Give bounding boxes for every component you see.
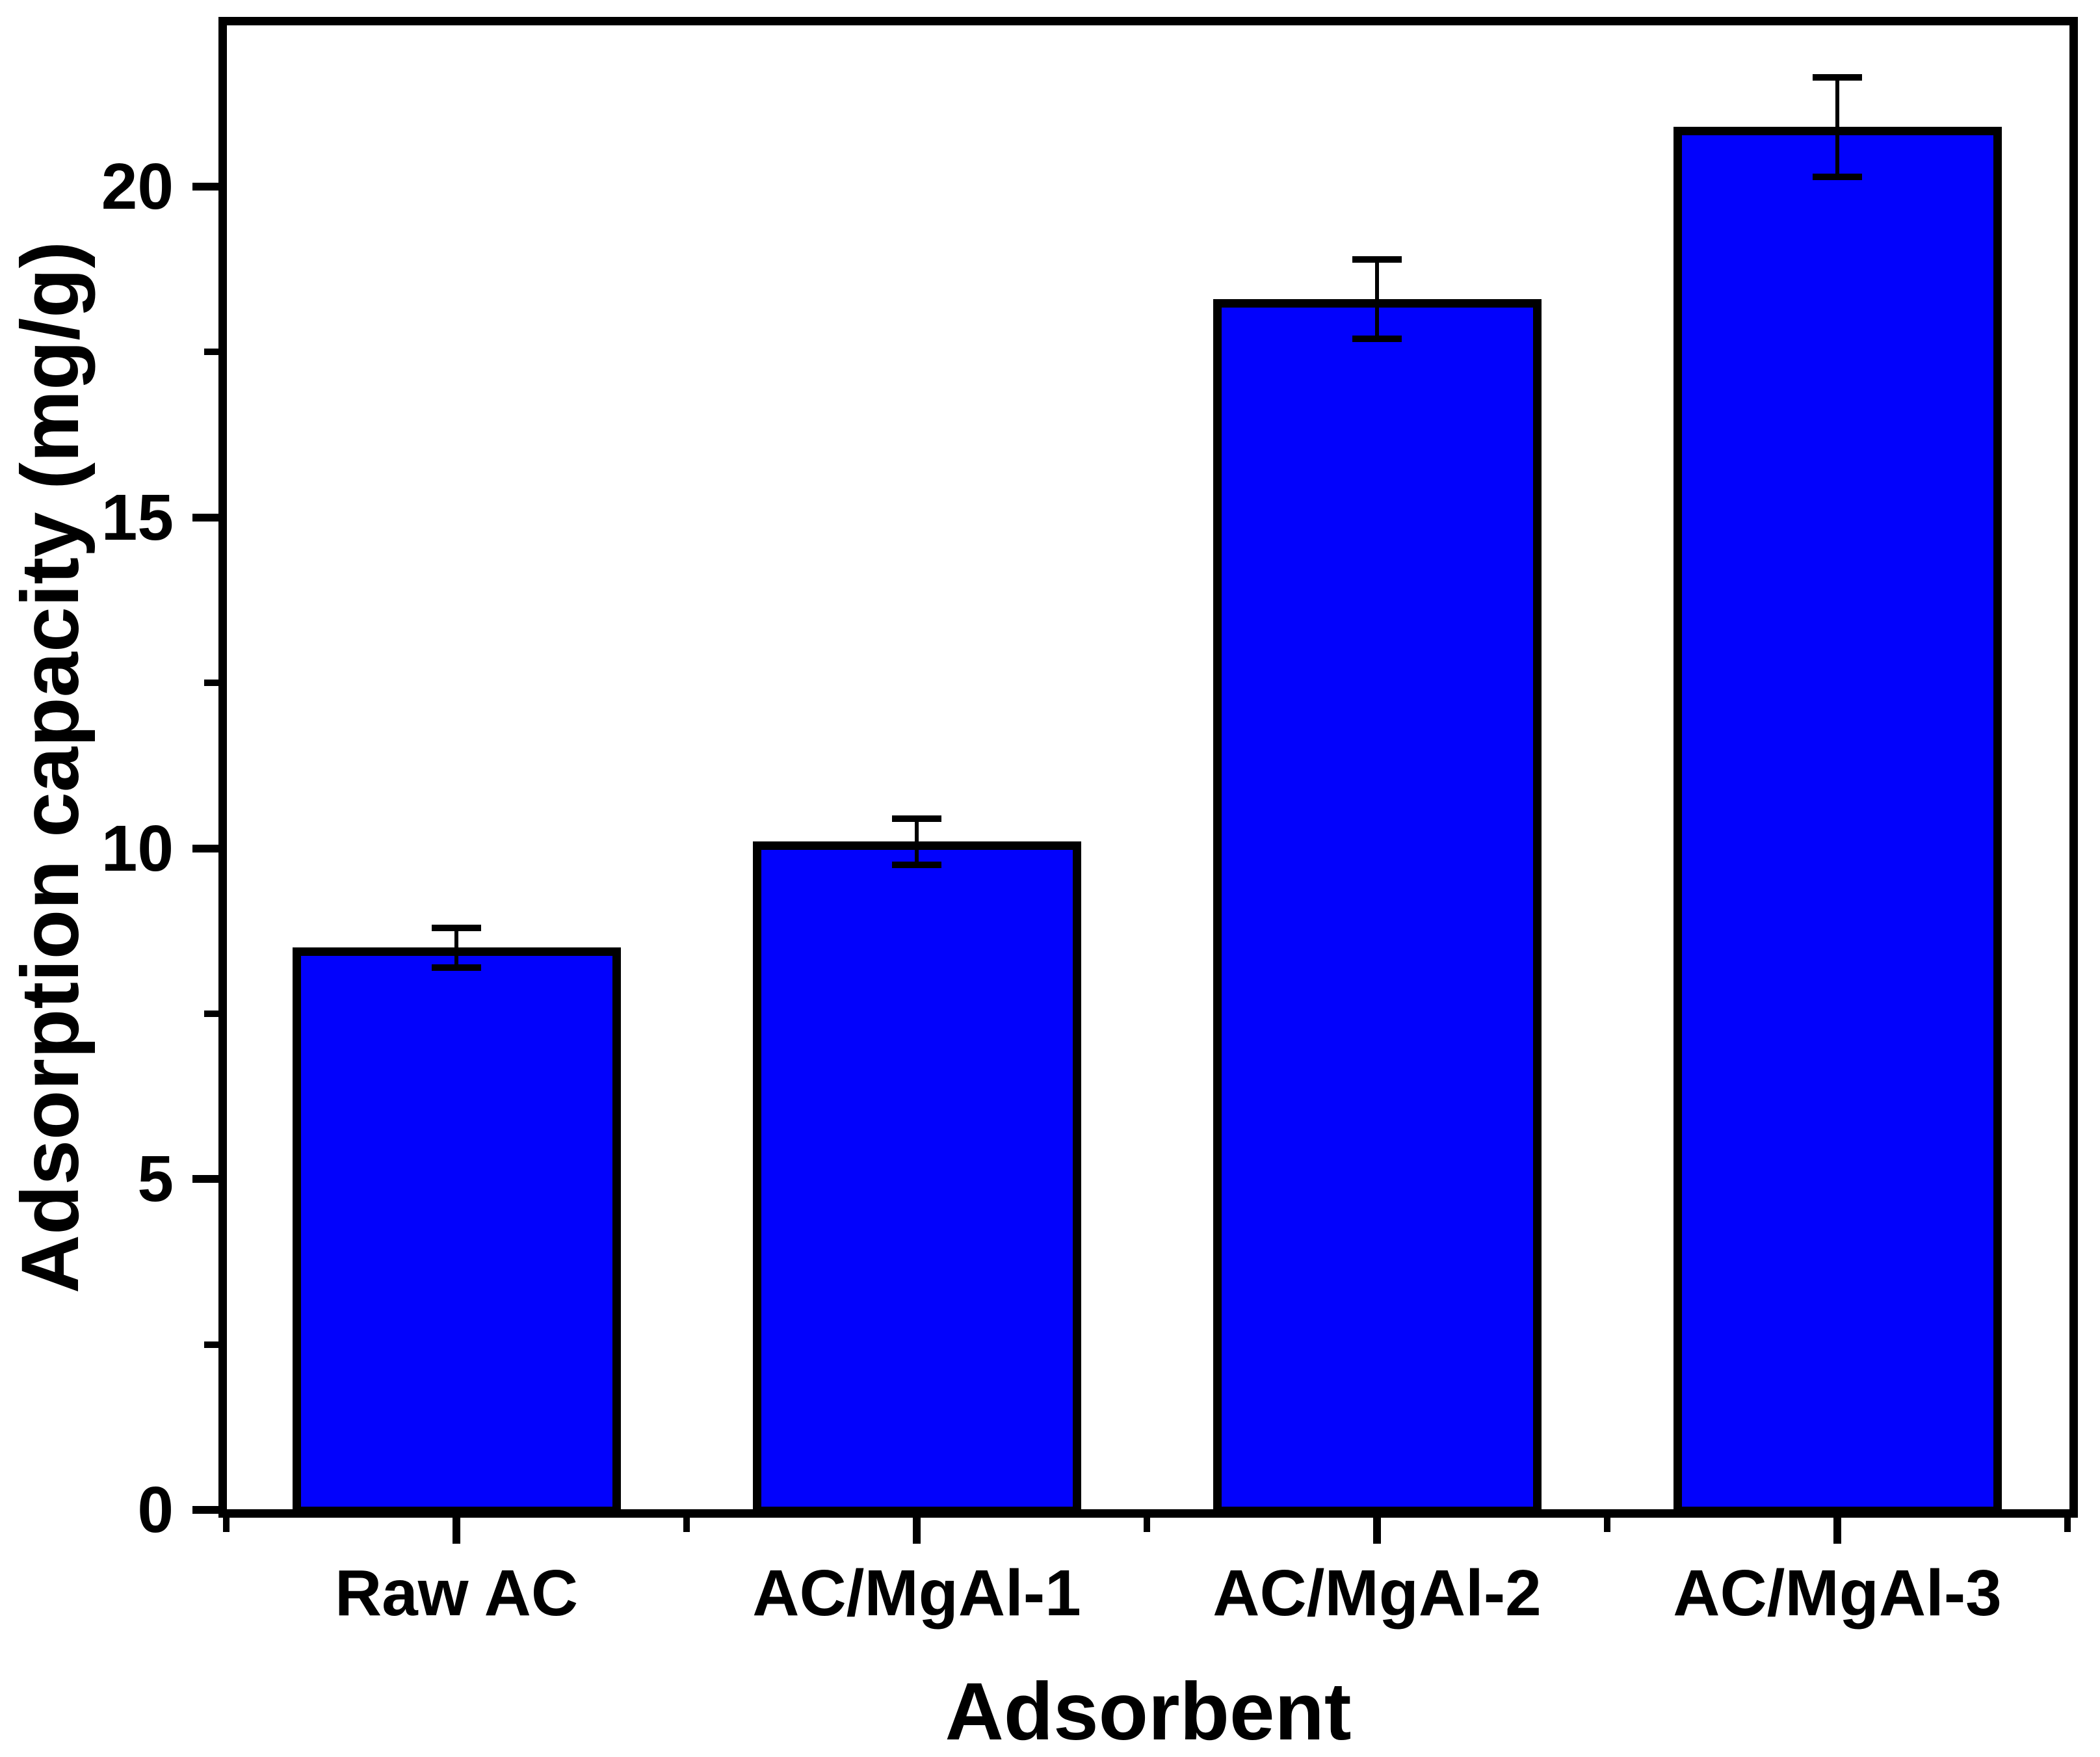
y-major-tick-0 bbox=[192, 1506, 218, 1514]
x-tick-label-ac-mgal-3: AC/MgAl-3 bbox=[1673, 1557, 2002, 1630]
y-tick-label-10: 10 bbox=[101, 812, 174, 885]
error-bar-raw-ac bbox=[454, 927, 458, 968]
y-minor-tick-12-5 bbox=[204, 680, 218, 687]
error-bar-ac-mgal-3 bbox=[1835, 77, 1839, 177]
x-major-tick-ac-mgal-3 bbox=[1833, 1518, 1841, 1544]
x-minor-tick-2 bbox=[1144, 1518, 1150, 1532]
error-bar-bottom-cap-raw-ac bbox=[432, 964, 481, 971]
error-bar-bottom-cap-ac-mgal-1 bbox=[892, 861, 941, 868]
x-minor-tick-3 bbox=[1604, 1518, 1610, 1532]
x-minor-tick-1 bbox=[683, 1518, 690, 1532]
x-major-tick-ac-mgal-2 bbox=[1373, 1518, 1381, 1544]
error-bar-bottom-cap-ac-mgal-2 bbox=[1352, 336, 1402, 343]
error-bar-top-cap-raw-ac bbox=[432, 924, 481, 931]
error-bar-bottom-cap-ac-mgal-3 bbox=[1813, 173, 1862, 180]
y-axis-title: Adsorption capacity (mg/g) bbox=[5, 241, 96, 1294]
error-bar-top-cap-ac-mgal-2 bbox=[1352, 256, 1402, 263]
y-tick-label-20: 20 bbox=[101, 150, 174, 223]
bar-raw-ac bbox=[292, 947, 621, 1515]
error-bar-ac-mgal-1 bbox=[915, 818, 919, 865]
x-minor-tick-4 bbox=[2064, 1518, 2071, 1532]
error-bar-ac-mgal-2 bbox=[1375, 259, 1379, 339]
x-tick-label-ac-mgal-2: AC/MgAl-2 bbox=[1213, 1557, 1542, 1630]
y-major-tick-5 bbox=[192, 1175, 218, 1183]
x-major-tick-raw-ac bbox=[453, 1518, 460, 1544]
bar-ac-mgal-1 bbox=[752, 841, 1081, 1515]
y-minor-tick-2-5 bbox=[204, 1341, 218, 1348]
y-tick-label-0: 0 bbox=[137, 1473, 174, 1546]
bar-ac-mgal-3 bbox=[1673, 127, 2002, 1515]
error-bar-top-cap-ac-mgal-1 bbox=[892, 815, 941, 822]
y-minor-tick-17-5 bbox=[204, 349, 218, 356]
y-minor-tick-7-5 bbox=[204, 1010, 218, 1017]
x-tick-label-raw-ac: Raw AC bbox=[334, 1557, 579, 1630]
x-tick-label-ac-mgal-1: AC/MgAl-1 bbox=[752, 1557, 1081, 1630]
y-tick-label-5: 5 bbox=[137, 1143, 174, 1216]
plot-area-frame bbox=[218, 17, 2078, 1518]
y-major-tick-10 bbox=[192, 844, 218, 852]
bar-ac-mgal-2 bbox=[1213, 298, 1542, 1515]
error-bar-top-cap-ac-mgal-3 bbox=[1813, 74, 1862, 81]
y-major-tick-20 bbox=[192, 183, 218, 191]
y-major-tick-15 bbox=[192, 513, 218, 522]
y-tick-label-15: 15 bbox=[101, 481, 174, 554]
x-axis-title: Adsorbent bbox=[945, 1667, 1352, 1757]
x-minor-tick-0 bbox=[223, 1518, 230, 1532]
x-major-tick-ac-mgal-1 bbox=[913, 1518, 921, 1544]
